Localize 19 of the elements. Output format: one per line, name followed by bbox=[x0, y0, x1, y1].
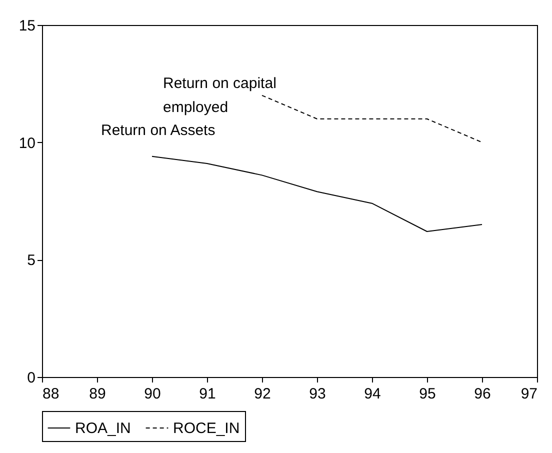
legend-label: ROA_IN bbox=[75, 420, 131, 437]
x-tick-label: 92 bbox=[254, 386, 271, 402]
x-tick-label: 96 bbox=[474, 386, 491, 402]
y-tick-label: 0 bbox=[27, 370, 36, 386]
x-tick-label: 90 bbox=[144, 386, 161, 402]
annotation: Return on capital employed bbox=[163, 75, 276, 116]
annotation: Return on Assets bbox=[101, 122, 216, 139]
legend-label: ROCE_IN bbox=[173, 420, 240, 437]
x-tick-label: 89 bbox=[89, 386, 106, 402]
x-tick-label: 95 bbox=[419, 386, 436, 402]
x-tick-label: 93 bbox=[309, 386, 326, 402]
y-tick-label: 5 bbox=[27, 252, 36, 270]
y-tick-label: 10 bbox=[18, 134, 36, 152]
y-tick-label: 15 bbox=[18, 18, 36, 34]
x-tick-label: 88 bbox=[42, 386, 60, 402]
line-series bbox=[152, 156, 482, 232]
x-tick-label: 97 bbox=[520, 386, 538, 402]
x-tick-label: 94 bbox=[364, 386, 381, 402]
x-tick-label: 91 bbox=[199, 386, 216, 402]
